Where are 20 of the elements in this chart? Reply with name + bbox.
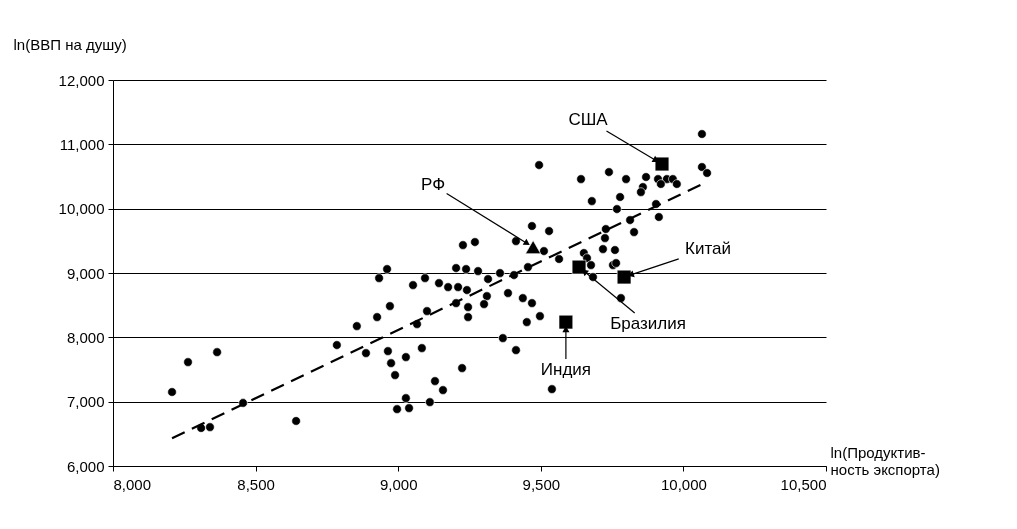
y-tick-label: 11,000: [59, 135, 105, 153]
y-tick-label: 8,000: [66, 328, 105, 346]
y-tick-label: 12,000: [58, 71, 105, 89]
x-tick-label: 10,000: [660, 475, 707, 493]
annotation: Китай: [685, 239, 732, 259]
y-axis-title: ln(ВВП на душу): [13, 35, 127, 53]
y-tick-label: 6,000: [66, 457, 105, 475]
annotation: Бразилия: [610, 314, 686, 334]
x-tick-label: 9,000: [379, 475, 418, 493]
x-tick-label: 8,500: [237, 475, 275, 493]
x-tick-label: 9,500: [522, 475, 561, 493]
x-axis-title: ln(Продуктив- ность экспорта): [830, 443, 940, 478]
y-tick-label: 7,000: [66, 393, 105, 411]
annotation: США: [568, 110, 609, 130]
annotation: Индия: [540, 360, 592, 380]
y-tick-label: 10,000: [58, 200, 105, 218]
x-tick-label: 8,000: [113, 475, 152, 493]
x-tick-label: 10,500: [780, 475, 827, 493]
y-tick-label: 9,000: [66, 264, 105, 282]
annotation: РФ: [421, 175, 446, 195]
